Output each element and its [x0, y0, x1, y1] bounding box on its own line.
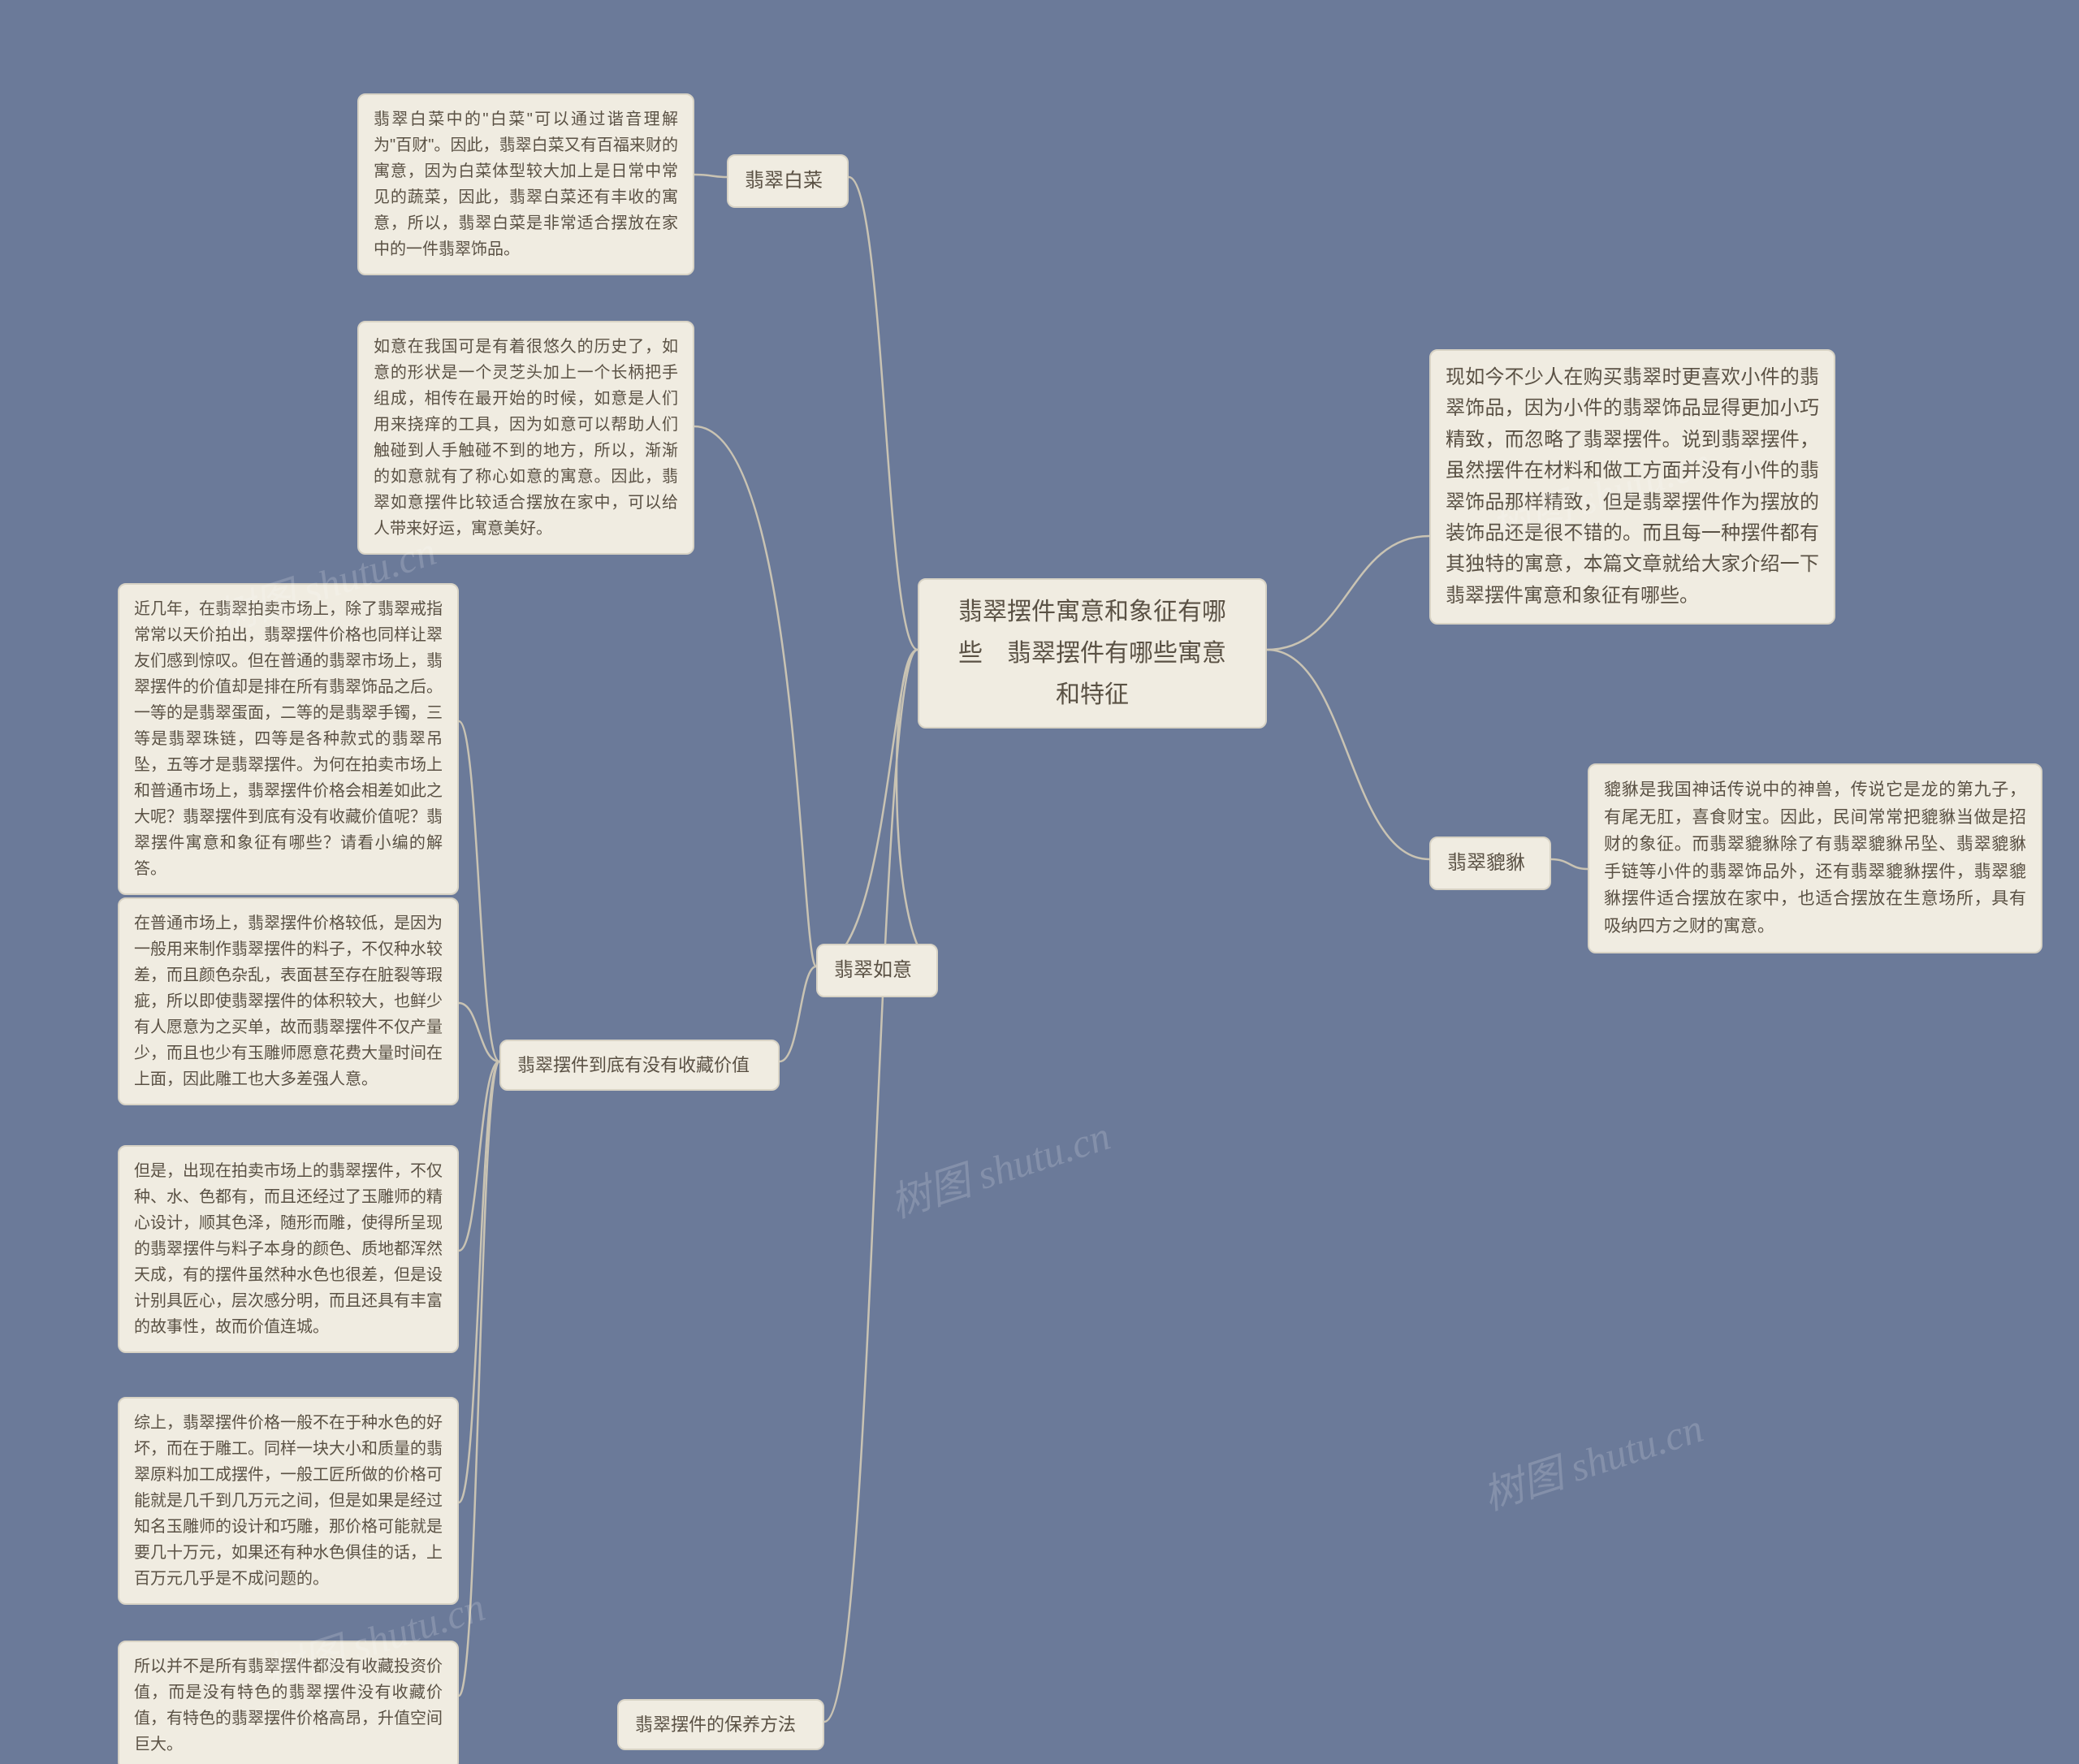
para-ruyi-1-4: 所以并不是所有翡翠摆件都没有收藏投资价值，而是没有特色的翡翠摆件没有收藏价值，有… — [118, 1641, 459, 1764]
child-label-ruyi-1: 翡翠摆件到底有没有收藏价值 — [499, 1040, 780, 1091]
watermark: 树图 shutu.cn — [1475, 1395, 1709, 1521]
branch-body-intro: 现如今不少人在购买翡翠时更喜欢小件的翡翠饰品，因为小件的翡翠饰品显得更加小巧精致… — [1429, 349, 1835, 625]
para-ruyi-1-2: 但是，出现在拍卖市场上的翡翠摆件，不仅种、水、色都有，而且还经过了玉雕师的精心设… — [118, 1145, 459, 1353]
branch-label-maintain: 翡翠摆件的保养方法 — [617, 1699, 824, 1750]
watermark: 树图 shutu.cn — [882, 1103, 1117, 1229]
mindmap-root: 翡翠摆件寓意和象征有哪 些 翡翠摆件有哪些寓意 和特征 — [918, 578, 1267, 729]
para-ruyi-1-3: 综上，翡翠摆件价格一般不在于种水色的好坏，而在于雕工。同样一块大小和质量的翡翠原… — [118, 1397, 459, 1605]
para-ruyi-1-1: 在普通市场上，翡翠摆件价格较低，是因为一般用来制作翡翠摆件的料子，不仅种水较差，… — [118, 897, 459, 1105]
branch-label-ruyi: 翡翠如意 — [816, 944, 938, 997]
branch-body-baicai: 翡翠白菜中的"白菜"可以通过谐音理解为"百财"。因此，翡翠白菜又有百福来财的寓意… — [357, 93, 694, 275]
branch-label-baicai: 翡翠白菜 — [727, 154, 849, 208]
branch-body-pixiu: 貔貅是我国神话传说中的神兽，传说它是龙的第九子，有尾无肛，喜食财宝。因此，民间常… — [1588, 763, 2042, 953]
child-body-ruyi-0: 如意在我国可是有着很悠久的历史了，如意的形状是一个灵芝头加上一个长柄把手组成，相… — [357, 321, 694, 555]
para-ruyi-1-0: 近几年，在翡翠拍卖市场上，除了翡翠戒指常常以天价拍出，翡翠摆件价格也同样让翠友们… — [118, 583, 459, 895]
branch-label-pixiu: 翡翠貔貅 — [1429, 837, 1551, 890]
